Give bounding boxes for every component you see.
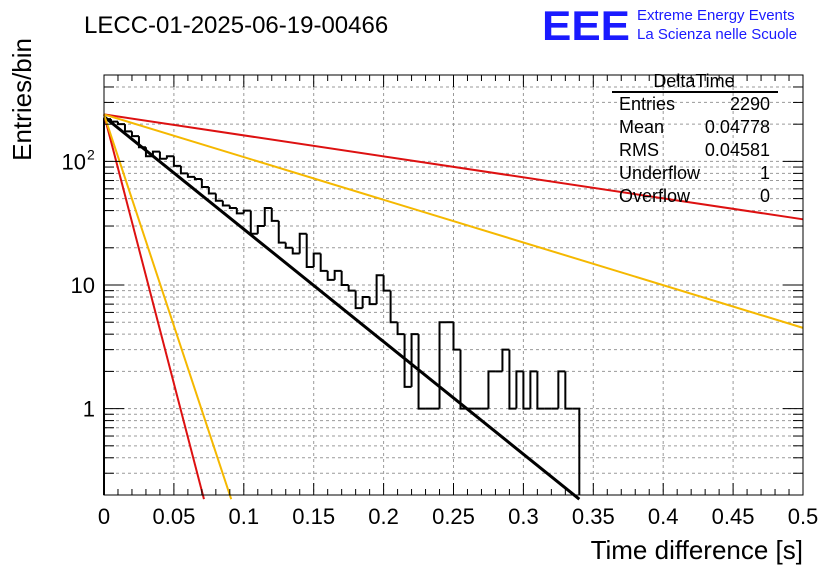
histogram-bin — [200, 179, 209, 189]
stats-box: DeltaTime Entries 2290 Mean 0.04778 RMS … — [612, 71, 778, 206]
histogram-bin — [354, 290, 363, 310]
stats-title: DeltaTime — [653, 71, 734, 91]
histogram-bin — [396, 322, 405, 336]
histogram-bin — [305, 233, 314, 268]
x-tick-label: 0.45 — [712, 504, 755, 529]
x-tick-label: 0.35 — [572, 504, 615, 529]
stats-value: 0.04778 — [705, 117, 770, 137]
axis-ticks — [103, 74, 804, 496]
y-tick-exponent: 2 — [87, 146, 95, 162]
histogram-bin — [319, 253, 328, 272]
x-tick-label: 0.05 — [152, 504, 195, 529]
histogram-bin — [410, 333, 419, 387]
histogram-bin — [368, 296, 377, 306]
histogram-bin — [298, 232, 307, 254]
histogram-bin — [536, 371, 545, 410]
stats-label: Underflow — [619, 163, 701, 183]
histogram-bin — [333, 269, 342, 280]
histogram-bin — [326, 270, 335, 281]
histogram-bin — [340, 270, 349, 286]
histogram-bin — [557, 370, 566, 409]
stats-label: Overflow — [619, 186, 691, 206]
fit-line — [103, 114, 233, 500]
histogram-bin — [361, 295, 370, 309]
x-tick-label: 0.3 — [508, 504, 539, 529]
histogram-bin — [256, 225, 265, 234]
histogram-bin — [214, 193, 223, 202]
histogram-bin — [172, 156, 181, 167]
histogram-bin — [277, 220, 286, 244]
histogram-bin — [242, 209, 251, 214]
histogram-bin — [522, 371, 531, 410]
stats-value: 0.04581 — [705, 140, 770, 160]
histogram-bin — [109, 119, 118, 123]
fit-line — [103, 114, 205, 500]
y-axis-label: Entries/bin — [7, 38, 37, 161]
x-tick-labels: 0 0.05 0.1 0.15 0.2 0.25 0.3 0.35 0.4 0.45 0.5 — [98, 504, 818, 529]
histogram-bin — [501, 348, 510, 372]
stats-value: 2290 — [730, 94, 770, 114]
histogram-bin — [263, 206, 272, 227]
histogram-bin — [389, 290, 398, 324]
logo-line-2: La Scienza nelle Scuole — [637, 26, 797, 43]
histogram-bin — [165, 155, 174, 159]
histogram-bin — [382, 275, 391, 292]
histogram-bin — [312, 252, 321, 267]
x-axis-label: Time difference [s] — [591, 535, 803, 565]
x-tick-label: 0.4 — [648, 504, 679, 529]
logo-line-1: Extreme Energy Events — [637, 7, 795, 24]
fit-line — [103, 113, 804, 329]
histogram-bin — [186, 173, 195, 178]
fit-line — [103, 113, 804, 221]
histogram-bin — [193, 176, 202, 181]
fit-line — [103, 115, 581, 501]
x-tick-label: 0.1 — [229, 504, 260, 529]
histogram-bin — [452, 322, 461, 351]
histogram-bin — [221, 200, 230, 207]
histogram-bin — [207, 187, 216, 195]
stats-value: 0 — [760, 186, 770, 206]
histogram-bin — [235, 207, 244, 215]
histogram-bin — [130, 131, 139, 138]
histogram-bin — [158, 151, 167, 160]
histogram-bin — [228, 205, 237, 209]
histogram-bin — [291, 247, 300, 255]
histogram-bin — [438, 321, 447, 409]
y-tick-label: 1 — [83, 397, 95, 422]
stats-label: RMS — [619, 140, 659, 160]
histogram-bin — [123, 124, 132, 133]
histogram-bin — [270, 207, 279, 222]
histogram-bin — [347, 285, 356, 292]
histogram-bin — [572, 407, 581, 495]
histogram-bin — [417, 334, 426, 410]
y-tick-label: 10 — [71, 273, 95, 298]
x-tick-label: 0.25 — [432, 504, 475, 529]
stats-label: Mean — [619, 117, 664, 137]
histogram-bin — [116, 121, 125, 126]
histogram-bin — [487, 370, 496, 409]
x-tick-label: 0.5 — [788, 504, 819, 529]
stats-value: 1 — [760, 163, 770, 183]
x-tick-label: 0.2 — [368, 504, 399, 529]
chart-title: LECC-01-2025-06-19-00466 — [84, 12, 388, 39]
histogram-bin — [284, 242, 293, 249]
histogram-bin — [564, 371, 573, 410]
stats-label: Entries — [619, 94, 675, 114]
x-tick-label: 0 — [98, 504, 110, 529]
y-tick-label: 10 — [62, 149, 86, 174]
histogram-bin — [459, 349, 468, 410]
histogram-bin — [403, 334, 412, 388]
histogram-bin — [249, 210, 258, 235]
histogram-bin — [103, 118, 111, 495]
histogram-bin — [529, 370, 538, 409]
eee-logo: EEE — [542, 2, 630, 49]
histogram-bin — [508, 349, 517, 410]
x-tick-label: 0.15 — [292, 504, 335, 529]
fit-lines — [103, 113, 804, 501]
histogram-bin — [179, 165, 188, 175]
histogram-bin — [375, 274, 384, 305]
histogram-bin — [515, 370, 524, 409]
